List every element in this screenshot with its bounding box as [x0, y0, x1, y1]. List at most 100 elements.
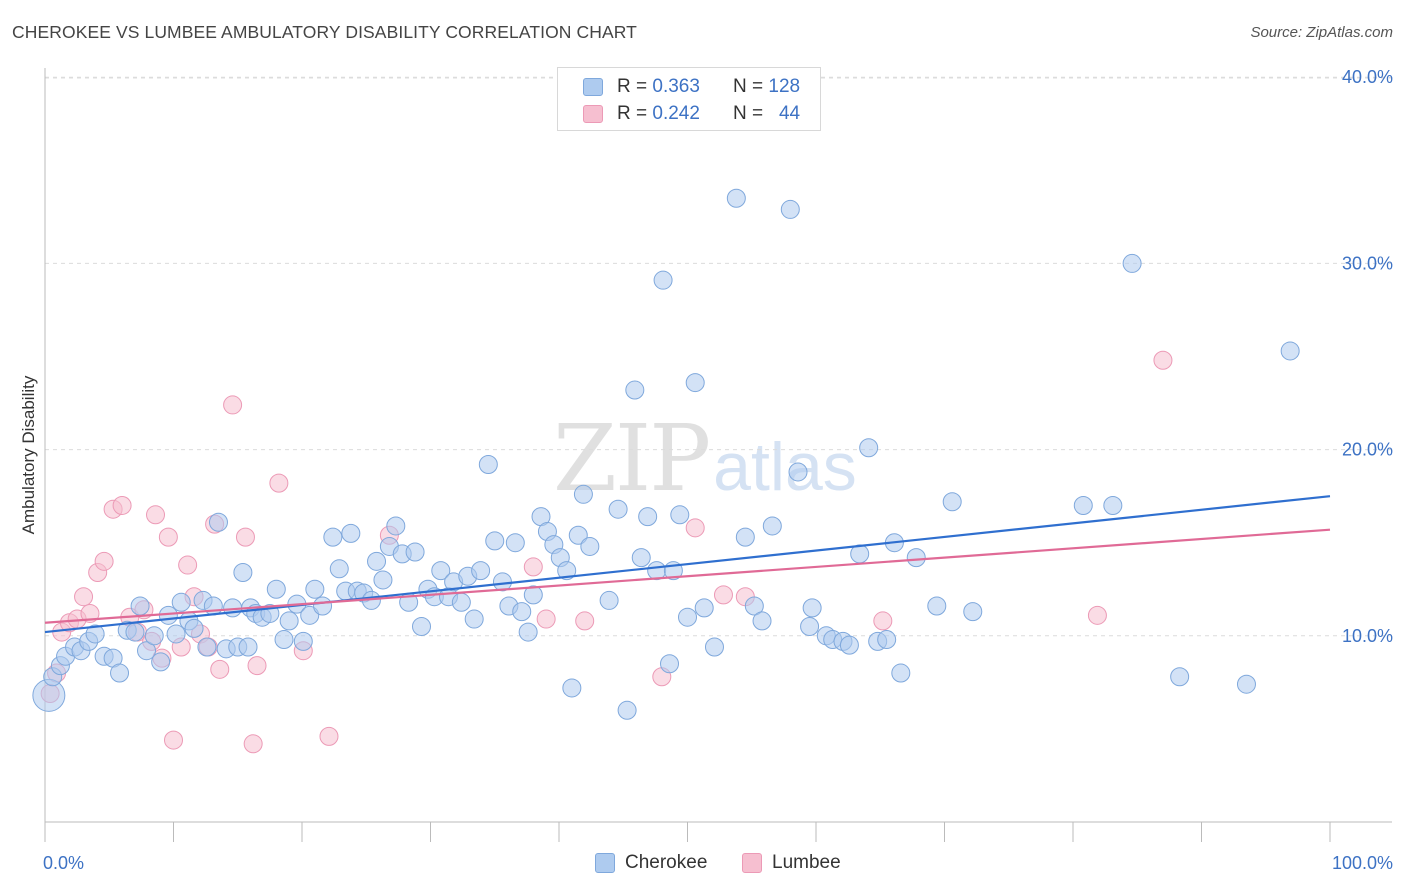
- lumbee-point: [1087, 605, 1107, 625]
- cherokee-point: [512, 602, 532, 622]
- legend-item-lumbee[interactable]: Lumbee: [742, 852, 841, 874]
- cherokee-point: [329, 559, 349, 579]
- legend-swatch-lumbee: [583, 105, 603, 123]
- cherokee-point: [293, 631, 313, 651]
- lumbee-point: [873, 611, 893, 631]
- cherokee-point: [274, 630, 294, 650]
- cherokee-point: [518, 622, 538, 642]
- legend-row-lumbee: R = 0.242 N = 44: [583, 102, 800, 126]
- chart-title: CHEROKEE VS LUMBEE AMBULATORY DISABILITY…: [12, 22, 637, 42]
- legend-item-cherokee[interactable]: Cherokee: [595, 852, 707, 874]
- series-legend: Cherokee Lumbee: [0, 852, 1406, 878]
- cherokee-point: [203, 596, 223, 616]
- lumbee-point: [112, 495, 132, 515]
- cherokee-point: [891, 663, 911, 683]
- y-tick-label: 30.0%: [1342, 253, 1393, 273]
- cherokee-point: [85, 624, 105, 644]
- cherokee-point: [300, 605, 320, 625]
- source-label: Source: ZipAtlas.com: [1250, 24, 1393, 41]
- cherokee-point: [373, 570, 393, 590]
- cherokee-point: [323, 527, 343, 547]
- cherokee-point: [144, 626, 164, 646]
- cherokee-point: [735, 527, 755, 547]
- legend-r-label: R =: [617, 103, 653, 124]
- lumbee-point: [164, 730, 183, 750]
- cherokee-point: [110, 663, 130, 683]
- lumbee-point: [269, 473, 289, 493]
- cherokee-point: [788, 462, 808, 482]
- cherokee-point: [762, 516, 782, 536]
- lumbee-point: [223, 395, 243, 415]
- cherokee-point: [678, 607, 697, 627]
- cherokee-point: [208, 512, 228, 532]
- tick-labels: 10.0% 20.0% 30.0% 40.0% 0.0% 100.0%: [43, 67, 1393, 873]
- cherokee-point: [839, 635, 859, 655]
- lumbee-point: [1153, 350, 1173, 370]
- cherokee-point: [197, 637, 217, 657]
- cherokee-point: [1170, 667, 1190, 687]
- series-cherokee-points: [32, 188, 1300, 720]
- cherokee-point: [927, 596, 947, 616]
- lumbee-point: [575, 611, 595, 631]
- watermark-atlas: atlas: [713, 429, 857, 505]
- x-tick-label: 0.0%: [43, 853, 84, 873]
- lumbee-trend-line: [44, 528, 1331, 624]
- cherokee-point: [184, 618, 204, 638]
- cherokee-point: [451, 592, 471, 612]
- cherokee-point: [653, 270, 673, 290]
- cherokee-point: [151, 652, 171, 672]
- legend-r-value: 0.363: [652, 76, 700, 97]
- cherokee-point: [580, 536, 600, 556]
- cherokee-point: [412, 617, 432, 636]
- axes: [44, 68, 1392, 842]
- cherokee-point: [877, 630, 897, 650]
- cherokee-point: [523, 585, 543, 605]
- lumbee-point: [685, 518, 705, 538]
- lumbee-point: [146, 505, 166, 525]
- legend-label-lumbee: Lumbee: [772, 852, 841, 873]
- cherokee-point: [166, 624, 186, 644]
- cherokee-point: [233, 563, 253, 583]
- cherokee-point: [431, 561, 451, 581]
- legend-n-label: N =: [733, 103, 764, 124]
- legend-swatch-cherokee: [583, 78, 603, 96]
- x-tick-label: 100.0%: [1332, 853, 1393, 873]
- legend-row-cherokee: R = 0.363 N = 128: [583, 75, 800, 99]
- cherokee-point: [859, 438, 879, 458]
- legend-label-cherokee: Cherokee: [625, 852, 708, 873]
- legend-swatch-lumbee: [742, 853, 762, 873]
- legend-n-value: 44: [778, 103, 801, 124]
- cherokee-point: [704, 637, 724, 657]
- cherokee-point: [125, 622, 145, 642]
- cherokee-point: [405, 542, 425, 562]
- cherokee-point: [744, 596, 764, 616]
- lumbee-point: [210, 659, 230, 679]
- cherokee-point: [573, 484, 593, 504]
- cherokee-point: [279, 611, 299, 631]
- cherokee-point: [305, 579, 325, 599]
- cherokee-point: [599, 590, 619, 610]
- cherokee-point: [963, 602, 983, 622]
- y-tick-label: 20.0%: [1342, 440, 1393, 460]
- cherokee-point: [1073, 495, 1093, 515]
- legend-n-label: N =: [733, 76, 764, 97]
- lumbee-point: [243, 734, 263, 754]
- lumbee-point: [319, 726, 339, 746]
- lumbee-point: [235, 527, 255, 547]
- cherokee-point: [694, 598, 714, 618]
- cherokee-point: [130, 596, 150, 616]
- lumbee-point: [158, 527, 178, 547]
- cherokee-trend-line: [44, 495, 1331, 634]
- cherokee-point: [1103, 495, 1123, 515]
- cherokee-point: [137, 641, 157, 661]
- cherokee-point: [341, 523, 361, 543]
- cherokee-point: [562, 678, 582, 698]
- cherokee-point: [726, 188, 746, 208]
- cherokee-point: [617, 700, 637, 720]
- y-tick-label: 40.0%: [1342, 67, 1393, 87]
- stats-legend: R = 0.363 N = 128 R = 0.242 N = 44: [557, 67, 821, 131]
- lumbee-point: [74, 587, 94, 607]
- cherokee-point: [780, 199, 800, 219]
- cherokee-point: [171, 592, 191, 612]
